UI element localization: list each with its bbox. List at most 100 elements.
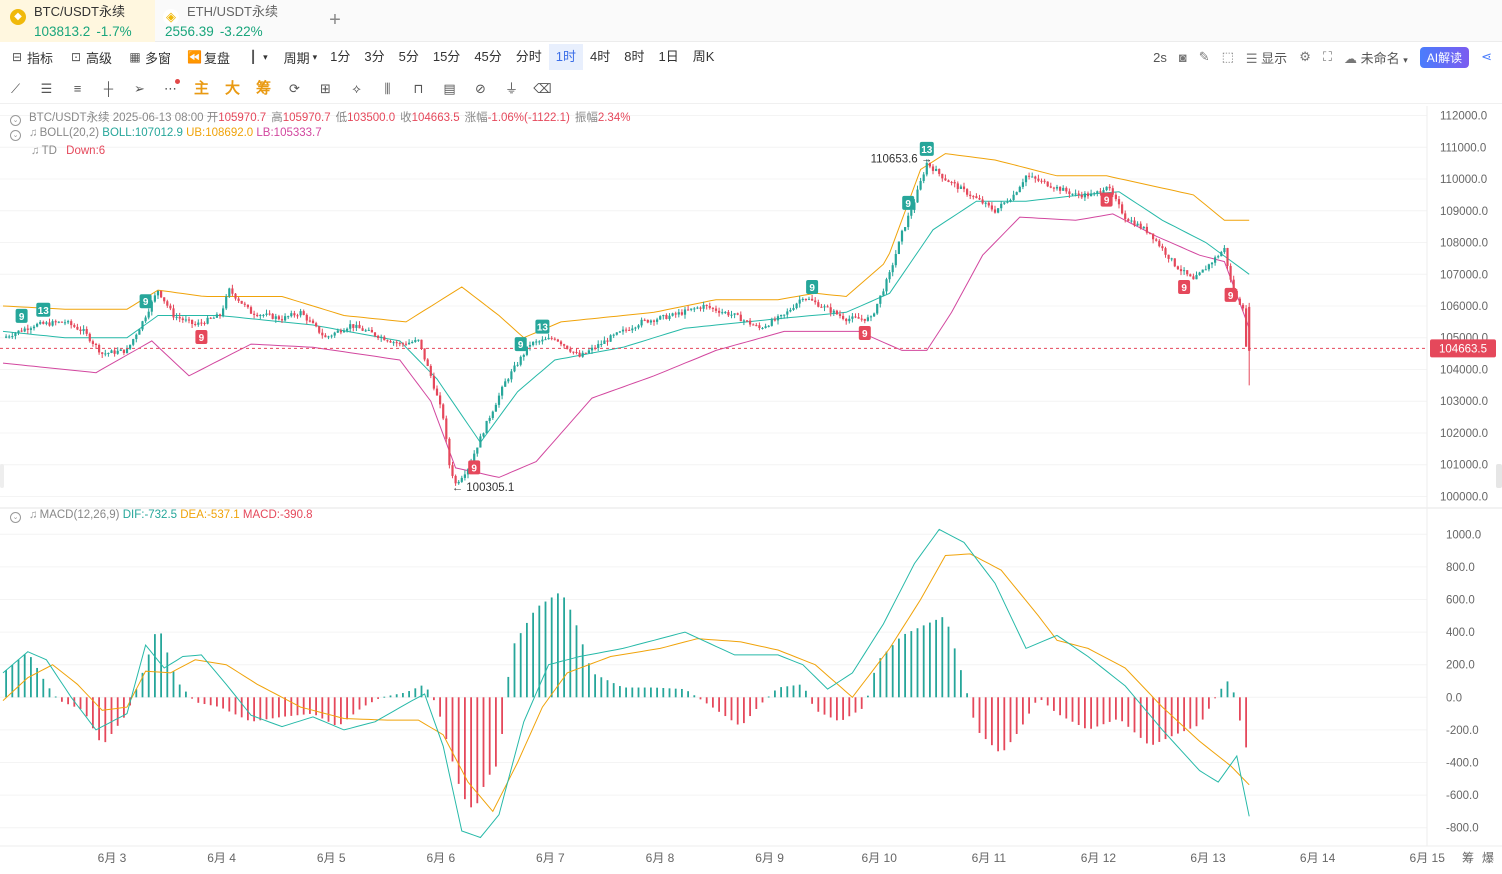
horizontal-lines-icon[interactable]: ≡ — [73, 80, 82, 96]
measure-icon[interactable]: ⟡ — [352, 80, 361, 96]
period-option[interactable]: 15分 — [432, 49, 461, 64]
candle — [559, 341, 563, 345]
macd-bar — [817, 697, 820, 712]
macd-bar — [1096, 697, 1099, 727]
indicators-button[interactable]: ⊟ 指标 — [0, 44, 59, 70]
tab-eth-usdt[interactable]: ◈ ETH/USDT永续 2556.39 -3.22% — [155, 0, 315, 42]
trash-icon[interactable]: ⌫ — [533, 80, 552, 96]
candle — [147, 311, 150, 318]
parallel-lines-icon[interactable]: ☰ — [40, 80, 53, 96]
big-order-toggle[interactable]: 大 — [224, 79, 240, 97]
candle — [364, 330, 367, 332]
macd-bar — [346, 697, 348, 720]
macd-bar — [433, 697, 435, 701]
candle — [132, 339, 135, 345]
candle — [761, 327, 764, 329]
macd-bar — [674, 688, 677, 698]
display-button[interactable]: ☰ 显示 — [1246, 48, 1287, 67]
candle — [600, 343, 603, 345]
period-option[interactable]: 3分 — [364, 49, 385, 64]
collapse-icon[interactable]: ⌄ — [10, 115, 21, 126]
candle — [1145, 226, 1148, 233]
period-option[interactable]: 8时 — [624, 49, 645, 64]
ruler-icon[interactable]: ⊞ — [320, 80, 331, 96]
candle — [352, 324, 355, 328]
tab-btc-usdt[interactable]: ◆ BTC/USDT永续 103813.2 -1.7% — [0, 0, 155, 42]
refresh-interval[interactable]: 2s — [1153, 49, 1167, 65]
layout-dropdown[interactable]: ☁ 未命名 ▾ — [1344, 48, 1408, 67]
macd-bar — [507, 676, 510, 698]
macd-bar — [501, 697, 503, 734]
macd-bar — [296, 697, 299, 716]
settings-icon[interactable]: ⚙ — [1299, 49, 1311, 64]
bell-icon[interactable]: ♫ — [29, 509, 38, 521]
collapse-icon[interactable]: ⌄ — [10, 512, 21, 523]
period-option[interactable]: 4时 — [590, 49, 611, 64]
arrow-icon[interactable]: ➢ — [134, 80, 145, 96]
main-chart-toggle[interactable]: 主 — [193, 79, 209, 97]
td-marker — [806, 279, 819, 294]
period-option[interactable]: 1时 — [548, 44, 584, 70]
period-option[interactable]: 1分 — [330, 49, 351, 64]
period-option[interactable]: 5分 — [398, 49, 419, 64]
y-tick-label: -400.0 — [1446, 758, 1479, 770]
candle — [631, 328, 634, 331]
add-tab-button[interactable]: + — [329, 9, 341, 31]
period-option[interactable]: 周K — [692, 49, 715, 64]
fullscreen-icon[interactable]: ⛶ — [1322, 49, 1332, 64]
bell-icon[interactable]: ♫ — [29, 127, 38, 139]
candle — [160, 290, 163, 298]
candle — [550, 337, 553, 339]
advanced-button[interactable]: ⊡ 高级 — [59, 44, 118, 70]
replay-button[interactable]: ⏪ 复盘 — [177, 44, 236, 70]
candle — [1059, 186, 1062, 191]
pen-icon[interactable]: ✎ — [1198, 49, 1210, 64]
macd-bar — [1164, 697, 1167, 740]
candle — [435, 388, 439, 396]
candles-compare-icon[interactable]: ⫼ — [384, 80, 391, 96]
candle — [144, 317, 147, 322]
chips-toggle[interactable]: 筹 — [255, 79, 271, 97]
filter-icon[interactable]: ⏚ — [504, 80, 518, 96]
scroll-handle — [0, 464, 4, 488]
macd-bar — [1022, 697, 1024, 725]
ai-interpret-button[interactable]: AI解读 — [1419, 46, 1470, 68]
more-tools-icon[interactable]: ⋯ — [155, 74, 186, 104]
layout-name: 未命名 — [1360, 50, 1400, 66]
macd-bar — [371, 697, 373, 703]
chart-area[interactable]: 112000.0 111000.0 110000.0 109000.0 108000.0… — [0, 106, 1502, 874]
chart-canvas[interactable]: 112000.0 111000.0 110000.0 109000.0 108000.0… — [0, 106, 1502, 874]
chart-type-dropdown[interactable]: ┃ ▾ — [236, 44, 274, 70]
candle — [107, 352, 110, 354]
select-icon[interactable]: ⬚ — [1221, 49, 1234, 64]
candle — [993, 209, 997, 213]
notes-icon[interactable]: ▤ — [443, 80, 456, 96]
period-dropdown[interactable]: 周期 ▾ — [274, 44, 324, 70]
macd-bar — [606, 680, 609, 698]
candle — [299, 311, 302, 316]
candle — [1090, 193, 1093, 197]
period-option[interactable]: 45分 — [474, 49, 502, 64]
candle — [271, 313, 274, 319]
share-icon[interactable]: ⋖ — [1481, 49, 1492, 64]
y-tick-label: 111000.0 — [1440, 142, 1486, 154]
collapse-icon[interactable]: ⌄ — [10, 130, 21, 141]
candle — [262, 314, 265, 316]
bell-icon[interactable]: ♫ — [31, 145, 40, 157]
lock-icon[interactable]: ⊓ — [413, 80, 424, 96]
period-option[interactable]: 1日 — [658, 49, 679, 64]
multi-window-button[interactable]: ▦ 多窗 — [118, 44, 177, 70]
candle — [135, 334, 138, 340]
camera-icon[interactable]: ◙ — [1178, 49, 1187, 65]
candle — [1189, 274, 1192, 277]
magnet-icon[interactable]: ⟳ — [289, 80, 300, 96]
macd-bar — [519, 633, 522, 698]
macd-bar — [557, 593, 559, 698]
link-icon[interactable]: ⊘ — [475, 80, 486, 96]
candle — [587, 350, 590, 354]
period-option[interactable]: 分时 — [515, 49, 542, 64]
candle — [454, 475, 457, 484]
trend-line-icon[interactable]: ⟋ — [10, 80, 21, 96]
horizontal-ray-icon[interactable]: ┼ — [103, 80, 114, 96]
candle — [445, 418, 448, 439]
